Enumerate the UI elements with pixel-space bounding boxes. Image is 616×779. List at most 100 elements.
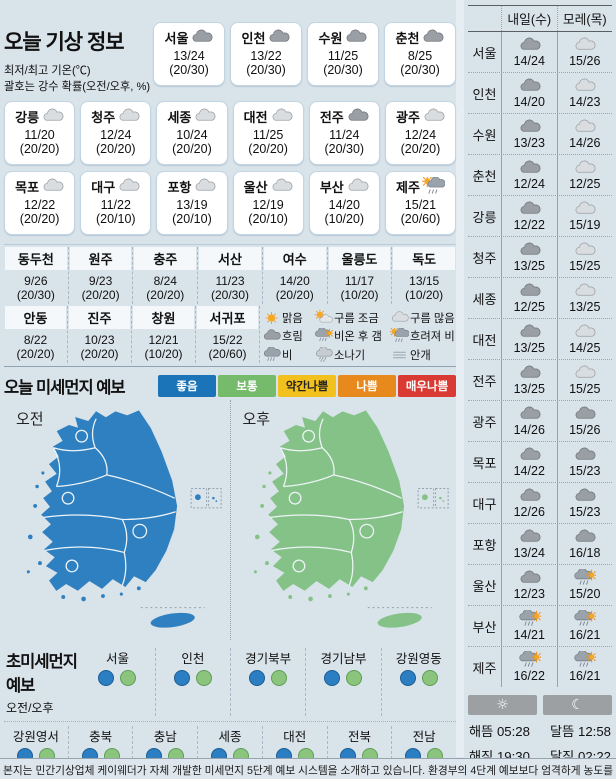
sun-icon [265,312,278,324]
header-tomorrow: 내일(수) [501,6,557,31]
map-morning: 오전 [4,400,230,640]
forecast-day-after: 16/21 [556,647,613,687]
legend-item: 소나기 [314,346,390,363]
extra-city-cell: 독도 13/15 (10/20) [392,247,456,304]
legend-item: 흐려져 비 [390,328,456,345]
city-precip: (20/10) [95,212,136,227]
extra-city-cell: 창원 12/21 (10/20) [132,306,196,364]
forecast-table: 내일(수) 모레(목) 서울 14/24 15/26 인천 14/20 14/2… [468,5,612,687]
city-temp: 14/20 [279,274,310,289]
cloud-light-icon [575,201,596,214]
region-name: 경기북부 [245,652,292,667]
forecast-temp: 13/24 [513,546,545,560]
today-weather-column: 오늘 기상 정보 최저/최고 기온(℃) 괄호는 강수 확률(오전/오후, %)… [4,0,457,779]
city-precip: (20/20) [16,347,55,362]
city-temp: 8/25 [407,49,433,63]
city-name: 제주 [395,180,420,196]
forecast-temp: 12/23 [513,587,545,601]
dust-level-legend: 좋음 보통 약간나쁨 나쁨 매우나쁨 [158,375,456,398]
map-am-label: 오전 [16,411,44,429]
card-top: 포항 [157,177,226,196]
dust-title: 오늘 미세먼지 예보 [4,379,126,398]
cloud-dark-icon [520,365,541,378]
forecast-day-after: 15/19 [556,196,613,236]
forecast-temp: 12/25 [513,300,545,314]
city-precip: (20/20) [19,142,60,157]
header-row: 오늘 기상 정보 최저/최고 기온(℃) 괄호는 강수 확률(오전/오후, %)… [4,0,456,95]
dust-dot-normal [120,670,137,687]
city-name: 세종 [167,110,192,126]
forecast-city: 울산 [472,578,497,594]
city-weather-card: 광주 12/24 (20/20) [384,101,457,166]
cloud-light-icon [575,324,596,337]
region-dust-cell: 경기남부 [306,648,382,717]
dust-dot-normal [195,670,212,687]
city-name: 울산 [243,180,268,196]
city-precip: (10/20) [340,288,379,303]
cloud-dark-icon [520,78,541,91]
forecast-city: 춘천 [472,168,497,184]
forecast-row: 춘천 12/24 12/25 [468,155,612,196]
weather-icon-legend: 맑음 구름 조금 구름 많음 흐림 비온 후 갬 흐려져 비 비 소나기 안개 [260,306,456,363]
forecast-day-after: 12/25 [556,155,613,195]
card-top: 청주 [81,107,150,126]
city-precip: (20/20) [95,142,136,157]
extra-cities-row-1: 동두천 9/26 (20/30) 원주 9/23 (20/20) 충주 8/24… [4,244,456,305]
forecast-temp: 13/23 [513,136,545,150]
city-temp: 9/23 [88,274,113,289]
city-name: 대구 [91,180,116,196]
subtitle-precip: 괄호는 강수 확률(오전/오후, %) [4,80,151,93]
city-temp: 11/17 [344,274,375,289]
sunrise: 해뜸 05:28 [469,724,530,739]
city-name: 여수 [263,247,326,271]
city-precip: (20/30) [400,63,440,77]
forecast-row: 전주 13/25 15/25 [468,360,612,401]
city-weather-card: 목포 12/22 (20/20) [4,171,76,236]
card-top: 광주 [386,107,455,126]
cloud-light-icon [575,78,596,91]
city-weather-card: 수원 11/25 (20/30) [307,22,379,86]
city-name: 서귀포 [197,306,258,330]
cloud-dark-icon [575,447,596,460]
forecast-tomorrow: 14/22 [501,442,557,482]
city-name: 강릉 [15,110,40,126]
city-temp: 10/24 [176,128,208,143]
city-name: 목포 [15,180,40,196]
cloud-light-icon [575,365,596,378]
city-weather-card: 포항 13/19 (20/10) [156,171,228,236]
forecast-row: 수원 13/23 14/26 [468,114,612,155]
forecast-row: 제주 16/22 16/21 [468,647,612,687]
city-weather-card: 부산 14/20 (10/20) [308,171,380,236]
forecast-day-after: 13/25 [556,278,613,318]
city-temp: 8/22 [23,333,48,348]
legend-item: 구름 많음 [390,309,456,326]
forecast-tomorrow: 12/24 [501,155,557,195]
city-temp: 11/25 [327,49,359,63]
forecast-temp: 13/25 [513,341,545,355]
forecast-temp: 16/22 [513,669,545,683]
moon-icon: ☾ [543,695,612,715]
extra-city-cell: 여수 14/20 (20/20) [263,247,328,305]
card-top: 세종 [157,107,226,126]
city-precip: (20/30) [211,288,250,303]
city-temp: 10/23 [84,333,115,348]
city-weather-card: 대전 11/25 (20/20) [232,101,304,166]
rain-then-sun-icon [574,610,597,626]
forecast-tomorrow: 14/21 [501,606,557,646]
header-day-after: 모레(목) [556,6,613,31]
fog-icon [393,351,406,358]
city-name: 부산 [319,180,344,196]
city-weather-card: 서울 13/24 (20/30) [153,22,225,86]
region-name: 인천 [181,652,205,667]
dust-level-pill: 보통 [218,375,276,398]
forecast-temp: 14/26 [569,136,601,150]
forecast-temp: 16/18 [569,546,601,560]
cloud-light-icon [195,178,216,192]
legend-label: 구름 조금 [334,313,379,325]
cloud-dark-icon [423,29,444,42]
title-block: 오늘 기상 정보 최저/최고 기온(℃) 괄호는 강수 확률(오전/오후, %) [4,22,153,95]
city-temp: 13/22 [250,49,282,63]
sun-icon: ☼ [468,695,537,715]
city-weather-card: 청주 12/24 (20/20) [80,101,152,166]
ultrafine-row-1: 초미세먼지 예보 오전/오후 서울 인천 경기북부 경기남부 강원영동 [4,644,456,721]
